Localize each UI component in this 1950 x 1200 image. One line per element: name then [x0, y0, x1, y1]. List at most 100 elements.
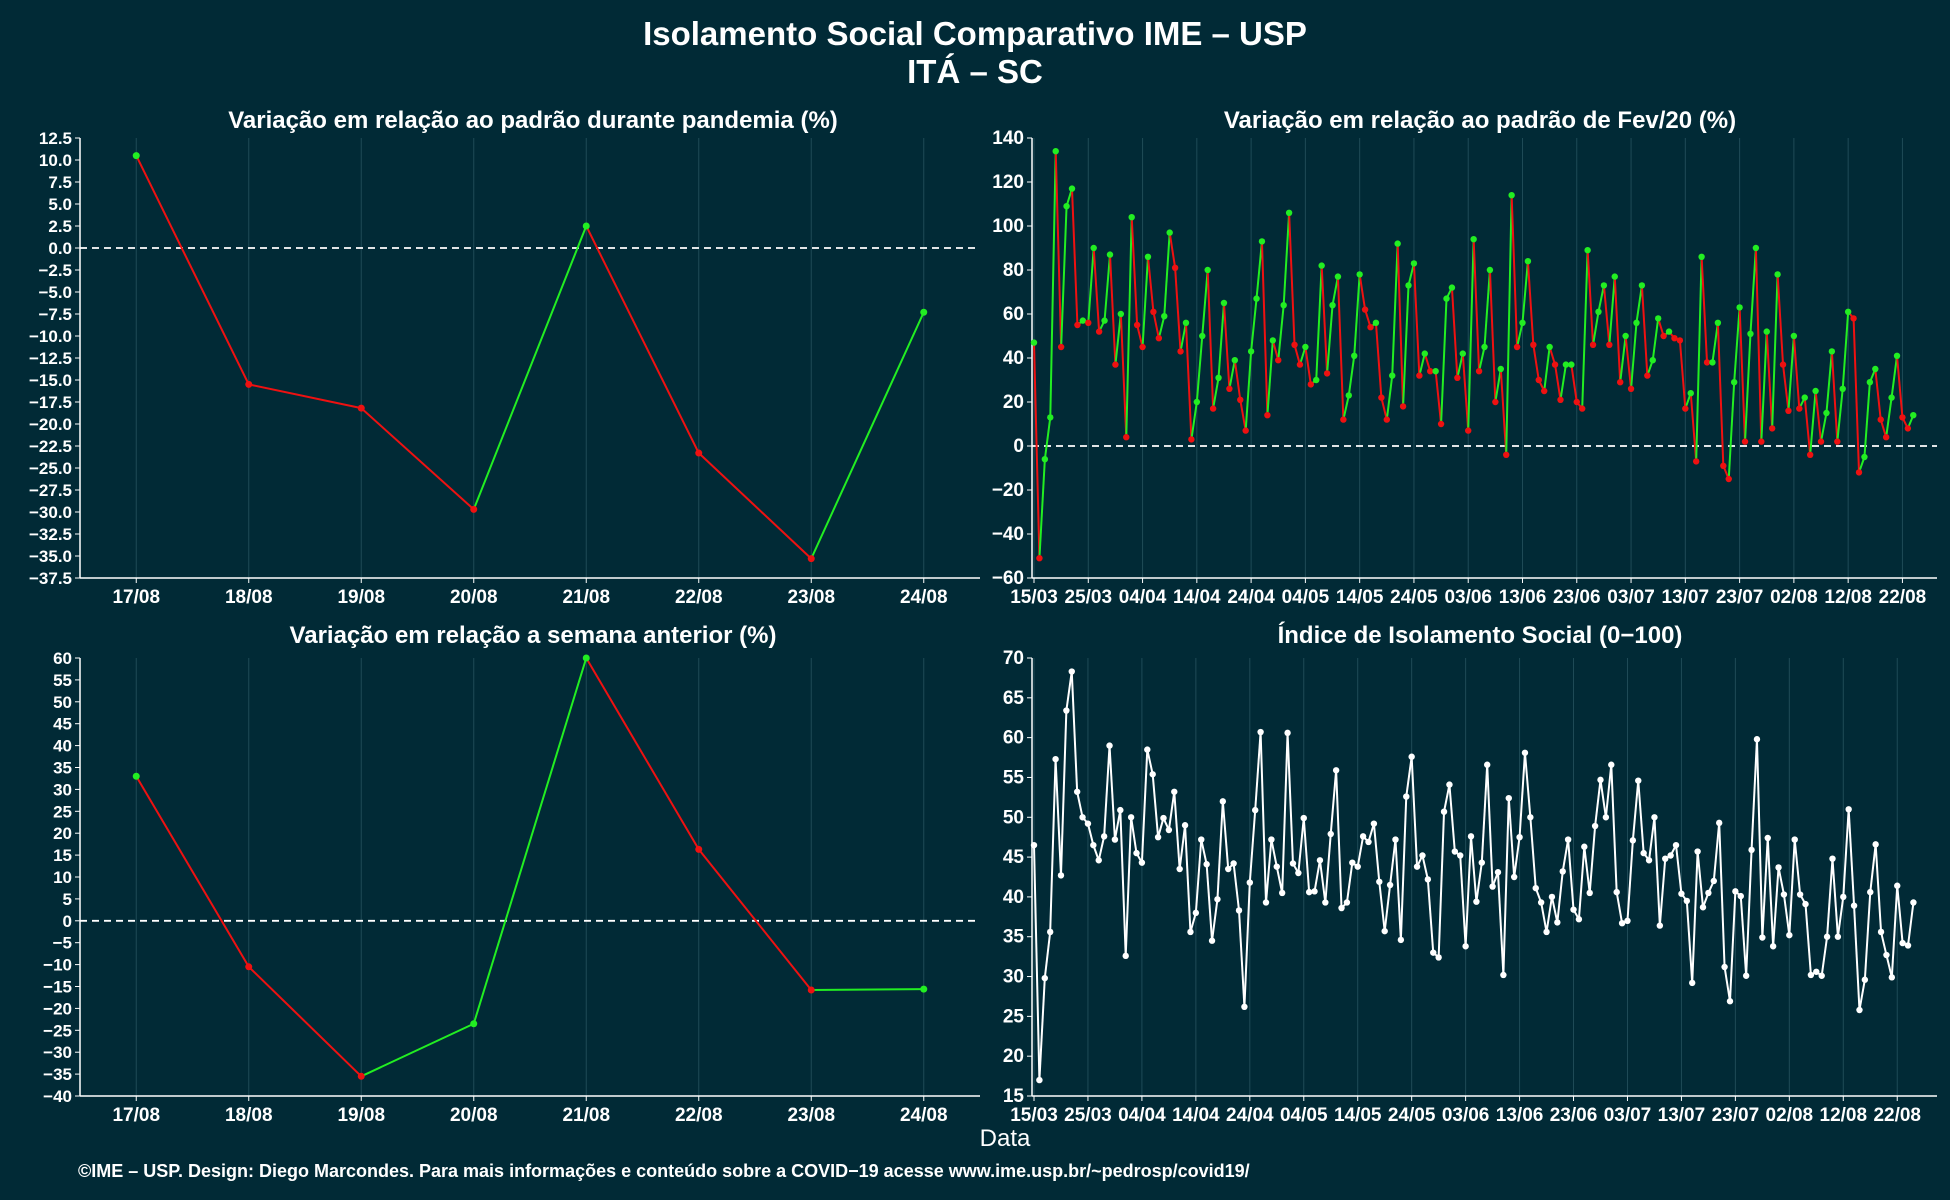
series-segment-indice	[1896, 885, 1904, 944]
data-point-fev20	[1117, 310, 1125, 318]
data-point-fev20	[1427, 368, 1434, 375]
series-segment-indice	[1529, 817, 1537, 889]
x-tick-label-indice: 14/04	[1172, 1105, 1220, 1126]
series-segment-fev20	[1184, 322, 1193, 440]
data-point-indice	[1365, 838, 1372, 846]
series-segment-indice	[1038, 978, 1046, 1081]
series-segment-indice	[1178, 825, 1187, 870]
data-point-fev20	[1616, 379, 1624, 386]
series-segment-indice	[1502, 798, 1510, 975]
data-point-fev20	[1497, 365, 1504, 373]
series-segment-fev20	[1749, 247, 1757, 334]
data-point-indice	[1090, 841, 1097, 849]
y-tick-label-pandemia: −32.5	[29, 525, 72, 544]
data-point-indice	[1834, 933, 1842, 940]
y-tick-label-semana: −5	[53, 934, 72, 953]
data-point-indice	[1413, 863, 1421, 870]
series-segment-indice	[1513, 837, 1521, 878]
data-point-fev20	[1904, 425, 1912, 432]
series-segment-fev20	[1304, 346, 1312, 385]
x-tick-label-fev20: 22/08	[1879, 587, 1927, 608]
series-segment-indice	[1399, 796, 1408, 940]
data-point-pandemia	[920, 308, 928, 316]
data-point-indice	[1106, 742, 1113, 749]
data-point-indice	[1786, 931, 1793, 939]
data-point-indice	[1467, 833, 1475, 840]
series-segment-indice	[1243, 882, 1251, 1007]
series-segment-indice	[1610, 764, 1618, 893]
data-point-fev20	[1220, 299, 1228, 307]
series-segment-fev20	[1212, 377, 1220, 409]
data-point-indice	[1586, 889, 1593, 897]
data-point-indice	[1430, 949, 1437, 956]
data-point-fev20	[1725, 475, 1732, 483]
y-tick-label-pandemia: −25.0	[29, 459, 72, 478]
data-point-fev20	[1139, 343, 1146, 351]
y-tick-label-semana: −20	[43, 999, 72, 1018]
data-point-indice	[1230, 860, 1237, 867]
y-tick-label-semana: −30	[43, 1043, 72, 1062]
series-segment-indice	[1826, 858, 1834, 937]
y-tick-label-semana: −40	[43, 1087, 72, 1106]
y-tick-label-indice: 35	[1003, 927, 1025, 948]
x-tick-label-pandemia: 19/08	[337, 587, 385, 608]
data-point-indice	[1845, 806, 1852, 813]
data-point-indice	[1721, 963, 1728, 971]
series-segment-fev20	[1792, 335, 1801, 409]
plot-area-pandemia: 12.5 10.0 7.5 5.0 2.5 0.0 −2.5 −5.0 −7.5 −10.0 −12…	[29, 129, 980, 608]
data-point-fev20	[1264, 412, 1271, 419]
series-segment-fev20	[1157, 315, 1166, 339]
x-tick-label-pandemia: 21/08	[562, 587, 610, 608]
footer-credits: ©IME – USP. Design: Diego Marcondes. Par…	[78, 1161, 1250, 1181]
data-point-fev20	[1513, 343, 1521, 351]
data-point-indice	[1483, 761, 1491, 768]
y-tick-label-pandemia: −27.5	[29, 481, 72, 500]
series-segment-indice	[1556, 871, 1564, 923]
series-segment-semana	[360, 1022, 475, 1078]
data-point-fev20	[1231, 357, 1239, 364]
chart-title-pandemia: Variação em relação ao padrão durante pa…	[228, 107, 838, 134]
series-segment-indice	[1831, 858, 1839, 937]
series-segment-fev20	[1450, 287, 1459, 378]
data-point-fev20	[1237, 396, 1244, 403]
data-point-fev20	[1171, 264, 1179, 271]
data-point-indice	[1451, 848, 1459, 855]
data-point-indice	[1516, 833, 1523, 841]
series-segment-indice	[1880, 931, 1888, 956]
series-segment-indice	[1459, 855, 1467, 947]
data-point-semana	[807, 986, 815, 994]
y-tick-label-pandemia: −5.0	[38, 283, 72, 302]
x-axis-label: Data	[980, 1125, 1031, 1152]
data-point-indice	[1295, 869, 1302, 877]
data-point-indice	[1662, 855, 1669, 862]
series-segment-indice	[1097, 836, 1106, 861]
x-tick-label-fev20: 23/07	[1716, 587, 1764, 608]
data-point-indice	[1273, 863, 1280, 870]
x-tick-label-indice: 24/04	[1226, 1105, 1274, 1126]
data-point-indice	[1063, 707, 1070, 714]
data-point-indice	[1289, 860, 1297, 867]
data-point-fev20	[1779, 361, 1787, 368]
series-segment-fev20	[1418, 353, 1426, 376]
data-point-fev20	[1063, 203, 1070, 210]
series-segment-semana	[585, 657, 700, 850]
y-tick-label-pandemia: −35.0	[29, 547, 72, 566]
series-segment-fev20	[1570, 364, 1578, 403]
data-point-fev20	[1421, 350, 1428, 357]
series-segment-indice	[1275, 866, 1284, 894]
data-point-fev20	[1823, 409, 1830, 417]
data-point-fev20	[1144, 253, 1152, 260]
y-tick-label-pandemia: −12.5	[29, 349, 72, 368]
series-segment-fev20	[1336, 276, 1345, 420]
series-segment-indice	[1523, 752, 1532, 818]
data-point-fev20	[1714, 319, 1722, 326]
data-point-indice	[1861, 976, 1869, 983]
x-tick-label-pandemia: 18/08	[225, 587, 273, 608]
data-point-indice	[1165, 826, 1173, 834]
series-segment-indice	[1108, 745, 1116, 840]
data-point-fev20	[1503, 451, 1510, 458]
series-segment-pandemia	[585, 225, 700, 454]
data-point-fev20	[1758, 438, 1765, 445]
data-point-fev20	[1551, 361, 1559, 368]
series-segment-indice	[1184, 825, 1192, 932]
